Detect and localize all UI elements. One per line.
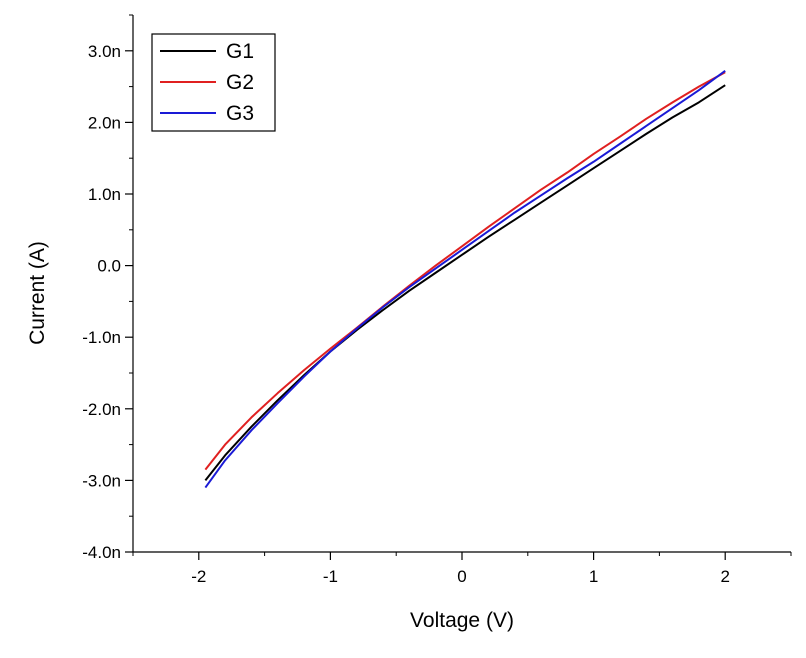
axis-ticks: -2 -1 0 1 2 -4.0n -3.0n -2.0n -1.0n 0.0 1.0n 2.0n 3.… bbox=[82, 14, 792, 586]
x-tick-label: -1 bbox=[323, 567, 338, 586]
y-tick-label: 0.0 bbox=[97, 257, 121, 276]
legend: G1 G2 G3 bbox=[151, 33, 276, 132]
legend-label-g2: G2 bbox=[226, 71, 254, 94]
x-tick-label: 2 bbox=[720, 567, 729, 586]
x-tick-label: 1 bbox=[589, 567, 598, 586]
legend-label-g3: G3 bbox=[226, 102, 254, 125]
y-tick-label: -2.0n bbox=[82, 400, 121, 419]
y-tick-label: -3.0n bbox=[82, 471, 121, 490]
legend-label-g1: G1 bbox=[226, 40, 254, 63]
y-tick-label: -4.0n bbox=[82, 543, 121, 562]
series-line-g3 bbox=[204, 70, 726, 489]
x-tick-label: 0 bbox=[457, 567, 466, 586]
plot-lines bbox=[204, 70, 726, 489]
y-tick-label: -1.0n bbox=[82, 328, 121, 347]
series-line-g1 bbox=[204, 84, 726, 482]
x-tick-label: -2 bbox=[191, 567, 206, 586]
x-axis-title: Voltage (V) bbox=[410, 609, 514, 632]
y-tick-label: 2.0n bbox=[88, 113, 121, 132]
y-axis-title: Current (A) bbox=[26, 241, 49, 345]
series-line-g2 bbox=[204, 71, 726, 471]
y-tick-label: 3.0n bbox=[88, 42, 121, 61]
y-tick-label: 1.0n bbox=[88, 185, 121, 204]
